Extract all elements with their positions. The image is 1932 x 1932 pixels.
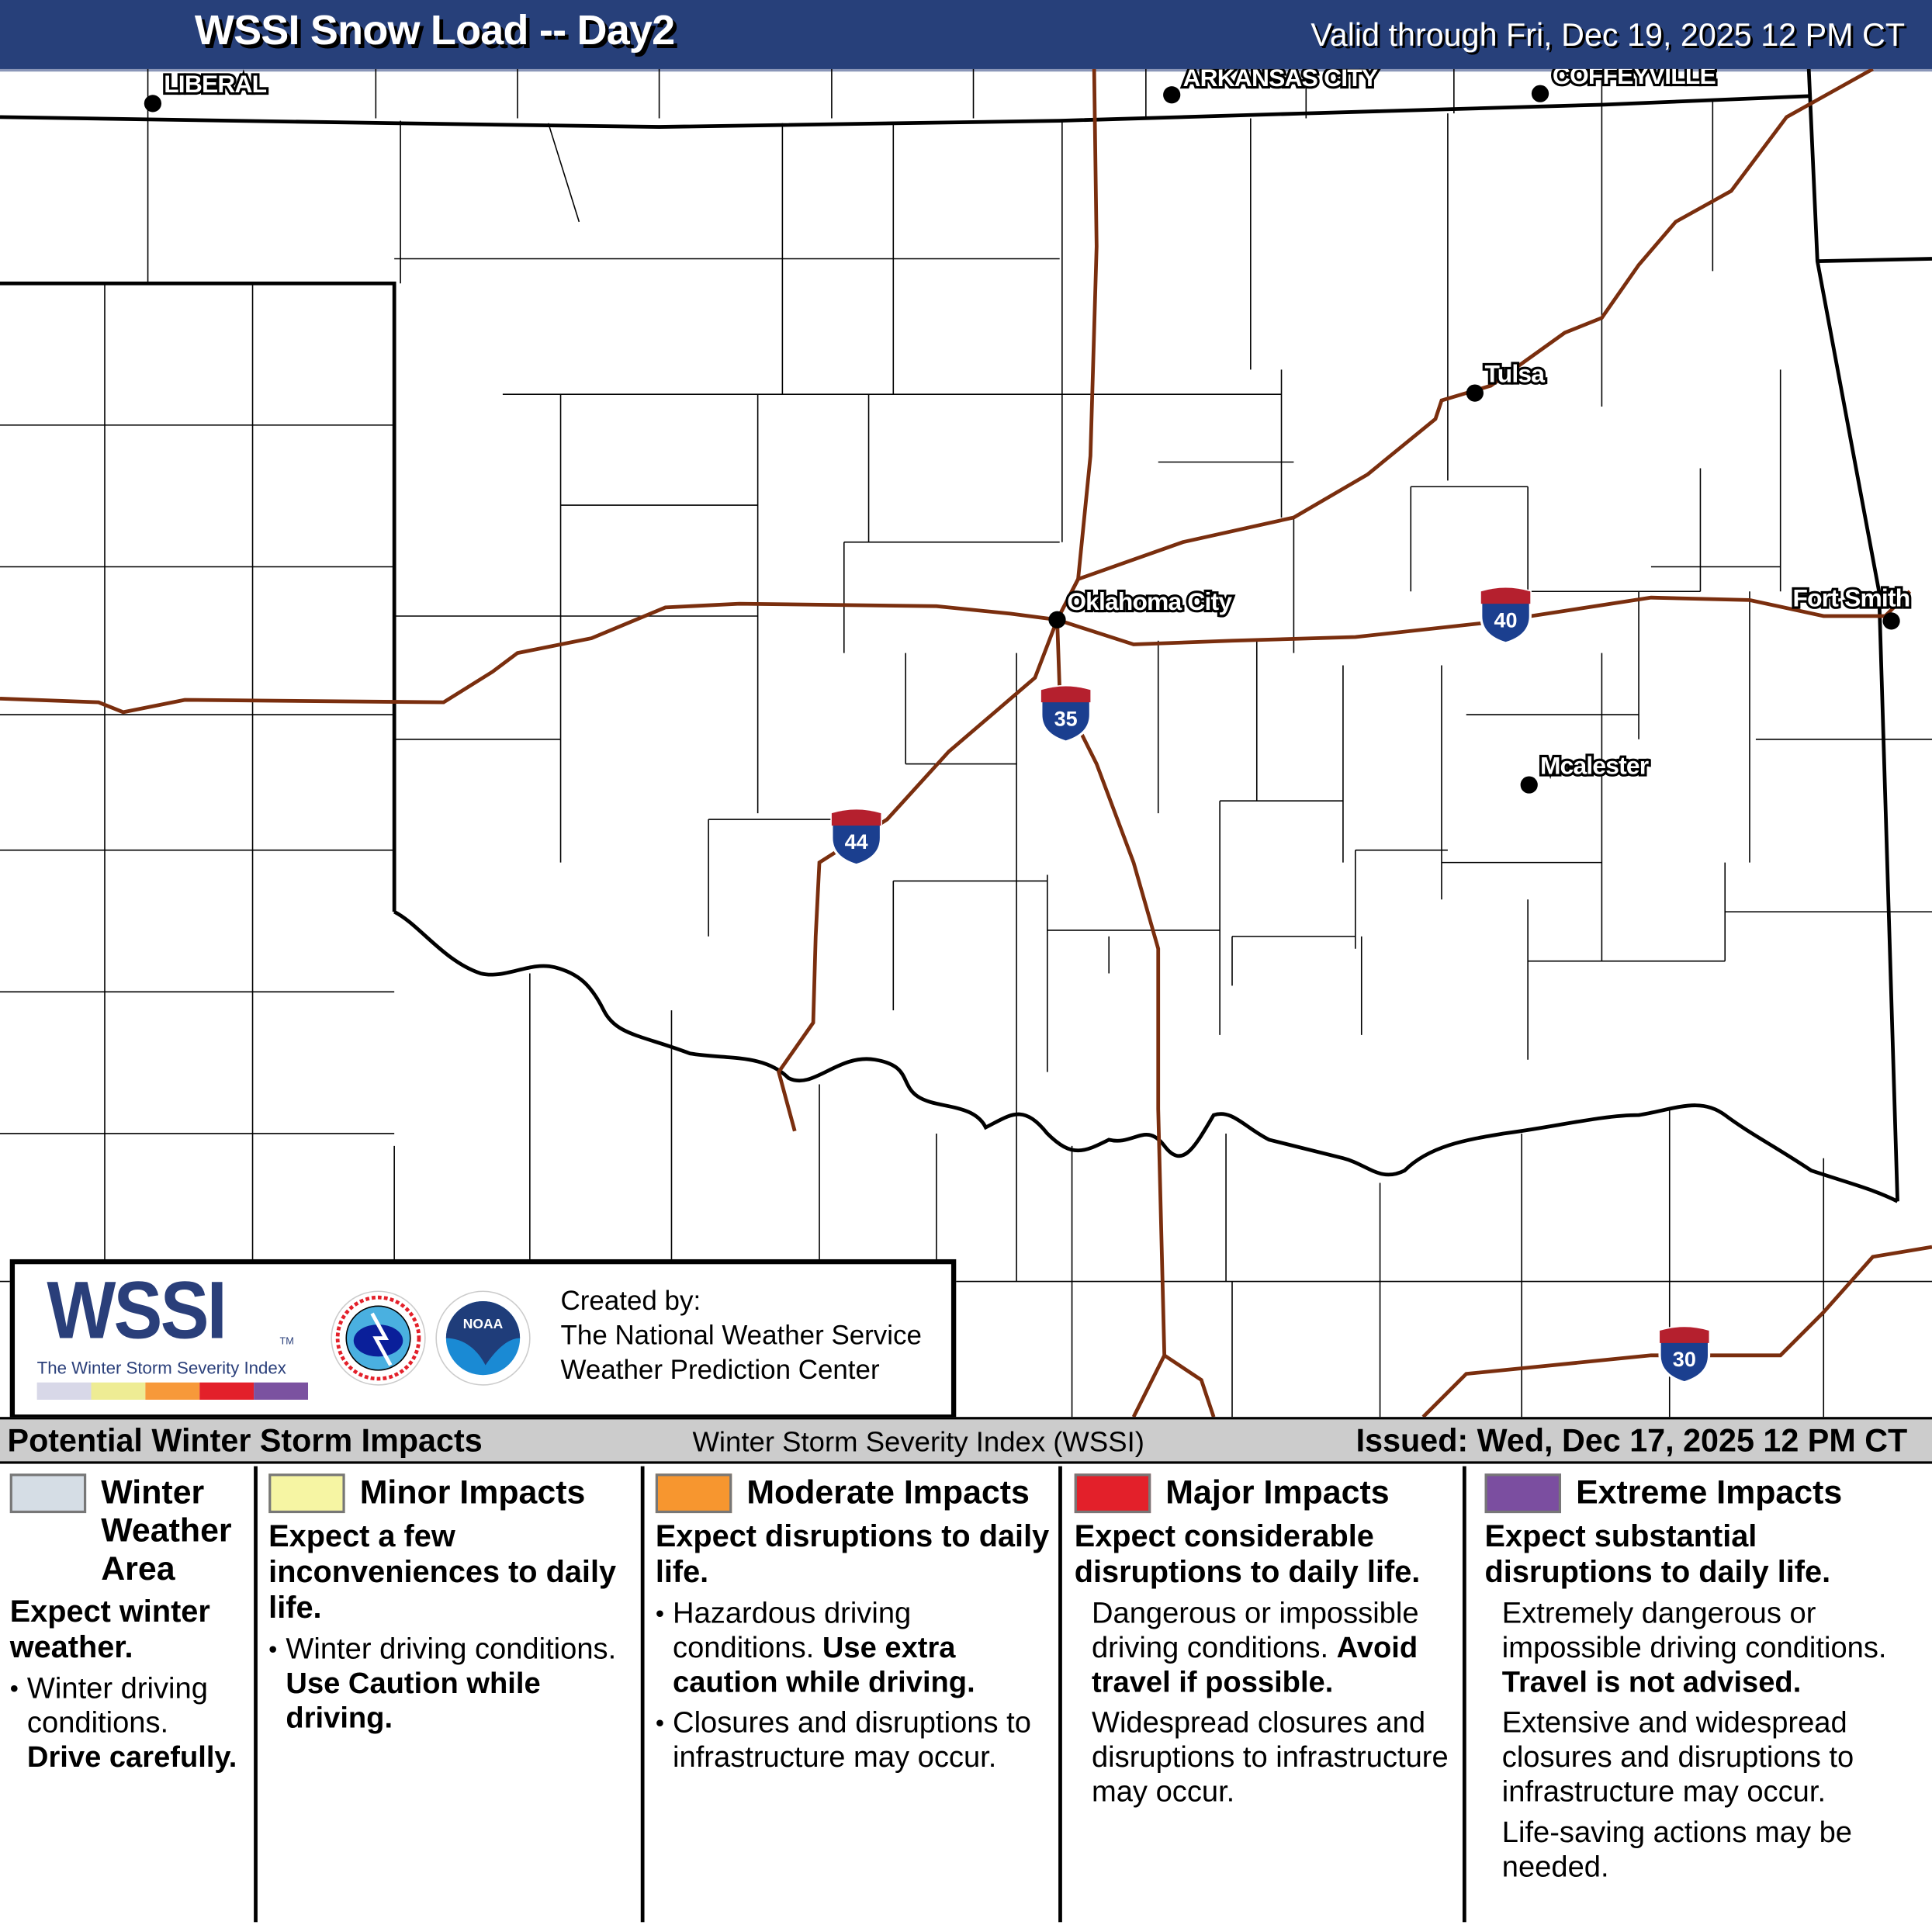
shield-number: 44 [845, 830, 868, 853]
credits: Created by: The National Weather Service… [561, 1284, 922, 1387]
divider [1462, 1466, 1466, 1923]
map: 44 35 40 30 LIBERAL ARKANSAS CITY COFFEYVILLE… [0, 68, 1932, 1418]
legend-summary: Expect a few inconveniences to daily lif… [268, 1519, 617, 1626]
trademark: TM [279, 1335, 294, 1347]
legend-detail: Hazardous driving conditions. Use extra … [673, 1597, 975, 1699]
color-swatch [268, 1473, 345, 1514]
legend-title: Moderate Impacts [746, 1473, 1030, 1511]
interstate-shields: 44 35 40 30 [830, 586, 1711, 1384]
city-label: Oklahoma City [1067, 587, 1232, 615]
index-name: Winter Storm Severity Index (WSSI) [692, 1425, 1144, 1458]
org-wpc: Weather Prediction Center [560, 1354, 880, 1385]
legend-title: Major Impacts [1165, 1473, 1390, 1511]
city-label: Mcalester [1540, 751, 1649, 779]
impact-legend: Winter Weather Area Expect winter weathe… [0, 1461, 1932, 1932]
legend-detail: Winter driving conditions. Drive carefull… [26, 1671, 237, 1774]
city-label: COFFEYVILLE [1553, 69, 1716, 89]
city-marker [1520, 776, 1538, 794]
wssi-color-swatch [199, 1382, 254, 1400]
wssi-color-swatch [145, 1382, 200, 1400]
divider [1058, 1466, 1062, 1923]
state-borders [0, 68, 1932, 1203]
shield-number: 35 [1054, 707, 1078, 730]
issued-time: Issued: Wed, Dec 17, 2025 12 PM CT [1356, 1421, 1908, 1459]
shield-number: 40 [1494, 608, 1518, 632]
divider [640, 1466, 645, 1923]
map-title: WSSI Snow Load -- Day2 [194, 7, 675, 54]
color-swatch [655, 1473, 732, 1514]
legend-detail: Extremely dangerous or impossible drivin… [1501, 1597, 1887, 1699]
interstate-40 [0, 590, 1912, 715]
interstate-shield-40: 40 [1480, 586, 1532, 645]
wssi-color-swatch [254, 1382, 309, 1400]
bullet: • [9, 1675, 19, 1703]
legend-minor: Minor Impacts Expect a few inconvenience… [258, 1473, 640, 1736]
city-marker [1048, 611, 1066, 628]
logo-panel: WSSI TM The Winter Storm Severity Index … [9, 1259, 957, 1420]
legend-title: Minor Impacts [359, 1473, 586, 1511]
legend-detail: Dangerous or impossible driving conditio… [1091, 1597, 1419, 1699]
bullet: • [655, 1710, 664, 1738]
color-swatch [9, 1473, 87, 1514]
city-marker [1531, 85, 1549, 102]
legend-summary: Expect considerable disruptions to daily… [1074, 1519, 1421, 1590]
color-swatch [1484, 1473, 1562, 1514]
city-marker [1163, 86, 1181, 104]
noaa-logo: NOAA [435, 1290, 531, 1386]
legend-title: Winter Weather Area [101, 1473, 232, 1587]
cities: LIBERAL ARKANSAS CITY COFFEYVILLE Tulsa Okla… [144, 69, 1913, 794]
wssi-subtitle: The Winter Storm Severity Index [36, 1357, 286, 1378]
wssi-color-swatch [36, 1382, 92, 1400]
city-label: ARKANSAS CITY [1182, 69, 1377, 92]
county-borders [0, 68, 1932, 1418]
legend-detail: Closures and disruptions to infrastructu… [673, 1706, 1031, 1774]
legend-extreme: Extreme Impacts Expect substantial disru… [1475, 1473, 1932, 1885]
legend-moderate: Moderate Impacts Expect disruptions to d… [646, 1473, 1058, 1775]
interstate-shield-44: 44 [830, 808, 883, 867]
org-nws: The National Weather Service [560, 1319, 922, 1351]
legend-summary: Expect disruptions to daily life. [655, 1519, 1050, 1590]
legend-summary: Expect substantial disruptions to daily … [1484, 1519, 1831, 1590]
legend-winter-weather-area: Winter Weather Area Expect winter weathe… [0, 1473, 254, 1775]
shield-number: 30 [1673, 1348, 1696, 1371]
color-swatch [1074, 1473, 1151, 1514]
legend-detail: Winter driving conditions. Use Caution w… [286, 1633, 617, 1735]
city-label: Fort Smith [1793, 583, 1910, 611]
noaa-text: NOAA [463, 1316, 504, 1331]
interstate-30 [1421, 1245, 1932, 1418]
city-label: Tulsa [1485, 359, 1546, 387]
highways [0, 68, 1932, 1418]
interstate-35 [1055, 68, 1167, 1418]
city-label: LIBERAL [164, 70, 266, 98]
interstate-shield-35: 35 [1040, 684, 1092, 743]
header-bar: WSSI Snow Load -- Day2 Valid through Fri… [0, 0, 1932, 72]
bullet: • [655, 1600, 664, 1628]
interstate-35-spur [1163, 1353, 1216, 1418]
legend-title: Extreme Impacts [1576, 1473, 1843, 1511]
wssi-logo: WSSI [47, 1264, 227, 1356]
interstate-shield-30: 30 [1658, 1325, 1711, 1384]
impacts-bar: Potential Winter Storm Impacts Winter St… [0, 1417, 1932, 1464]
legend-summary: Expect winter weather. [9, 1594, 210, 1665]
impacts-heading: Potential Winter Storm Impacts [7, 1421, 483, 1459]
created-by-label: Created by: [560, 1285, 701, 1316]
city-marker [144, 95, 162, 113]
interstate-44 [777, 68, 1874, 1132]
wssi-color-swatch [91, 1382, 146, 1400]
legend-detail: Widespread closures and disruptions to i… [1091, 1706, 1449, 1809]
legend-major: Major Impacts Expect considerable disrup… [1065, 1473, 1463, 1810]
city-marker [1882, 612, 1900, 630]
legend-detail: Life-saving actions may be needed. [1501, 1816, 1853, 1885]
bullet: • [268, 1636, 278, 1664]
city-marker [1466, 384, 1484, 402]
legend-detail: Extensive and widespread closures and di… [1501, 1706, 1854, 1809]
wssi-color-strip [36, 1382, 309, 1400]
divider [254, 1466, 258, 1923]
nws-logo [331, 1290, 426, 1386]
valid-time: Valid through Fri, Dec 19, 2025 12 PM CT [1311, 16, 1906, 54]
